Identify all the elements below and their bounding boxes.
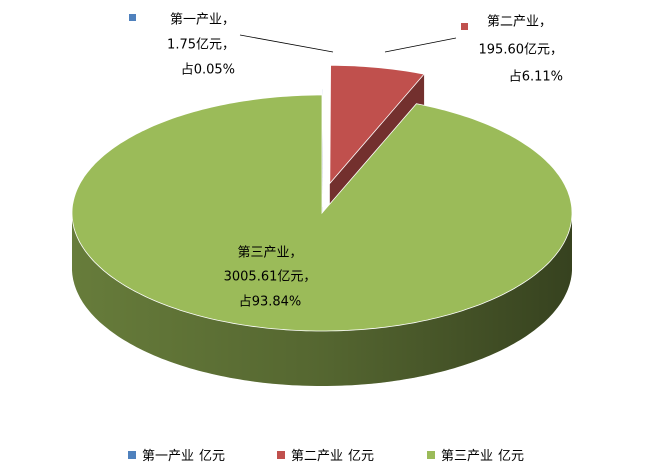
legend-label: 第一产业 亿元 — [142, 449, 225, 464]
legend-category: 第二产业 — [291, 449, 343, 464]
legend-series: 亿元 — [498, 449, 524, 464]
legend: 第一产业 亿元 第二产业 亿元 第三产业 亿元 — [128, 449, 524, 464]
legend-key — [128, 451, 136, 459]
label-key — [210, 252, 217, 259]
label-key — [129, 14, 136, 21]
data-label: 第二产业， — [487, 15, 552, 30]
label-key — [461, 23, 468, 30]
leader-line — [384, 37, 457, 53]
data-labels: 第一产业， 1.75亿元， 占0.05% 第二产业， 195.60亿元， 占6.11% 第三… — [129, 13, 563, 310]
data-label: 第一产业， — [170, 13, 235, 28]
data-label: 占93.84% — [239, 295, 302, 310]
data-label: 195.60亿元， — [479, 43, 564, 58]
slice-side-shade — [72, 213, 572, 386]
data-label: 第三产业， — [237, 246, 302, 261]
data-label: 占0.05% — [181, 63, 235, 78]
data-label: 占6.11% — [509, 70, 563, 85]
data-label: 3005.61亿元， — [224, 270, 317, 285]
pie-tops — [71, 65, 573, 332]
legend-label: 第三产业 亿元 — [441, 449, 524, 464]
leader-line — [239, 34, 334, 53]
legend-series: 亿元 — [348, 449, 374, 464]
legend-category: 第一产业 — [142, 449, 194, 464]
pie-slice — [71, 94, 573, 332]
legend-category: 第三产业 — [441, 449, 493, 464]
pie-slice — [329, 65, 425, 185]
data-label: 1.75亿元， — [167, 38, 235, 53]
legend-key — [277, 451, 285, 459]
legend-key — [427, 451, 435, 459]
legend-series: 亿元 — [199, 449, 225, 464]
legend-label: 第二产业 亿元 — [291, 449, 374, 464]
